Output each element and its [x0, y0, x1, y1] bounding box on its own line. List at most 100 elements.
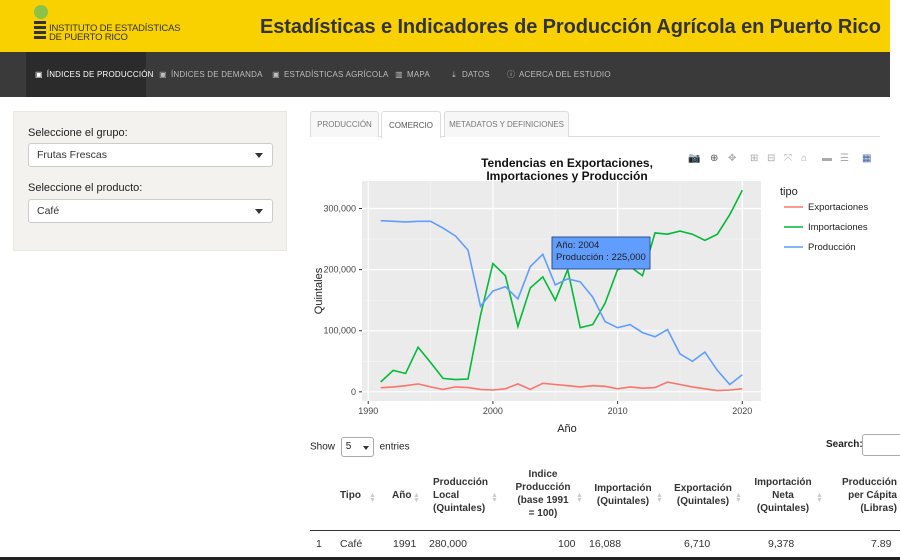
sort-icon: ▲ ▼: [413, 492, 420, 504]
tab-metadatos[interactable]: METADATOS Y DEFINICIONES: [444, 111, 569, 137]
hover-tooltip: Año: 2004 Producción : 225,000: [551, 236, 651, 270]
search-label: Search:: [826, 439, 863, 450]
product-label: Seleccione el producto:: [28, 182, 143, 194]
cell-importacion: 16,088: [589, 538, 622, 550]
nav-item-label: DATOS: [462, 70, 490, 79]
cell-produccion-local: 280,000: [429, 538, 467, 550]
institute-logo[interactable]: INSTITUTO DE ESTADÍSTICAS DE PUERTO RICO: [31, 5, 181, 47]
group-label: Seleccione el grupo:: [28, 127, 128, 139]
column-header-exportacion[interactable]: Exportación (Quintales): [674, 483, 732, 507]
column-header-indice-produccion[interactable]: Indice Producción (base 1991 = 100): [515, 469, 571, 519]
product-select[interactable]: Café: [28, 199, 273, 223]
spike-icon[interactable]: ▬: [822, 153, 832, 164]
nav-item-estadisticas-agricola[interactable]: ▣ ESTADÍSTICAS AGRÍCOLA: [272, 52, 389, 97]
y-tick-label: 300,000: [323, 204, 356, 214]
chart-title-line1: Tendencias en Exportaciones,: [481, 156, 653, 170]
entries-label: entries: [379, 441, 410, 453]
caret-down-icon: [255, 209, 263, 214]
legend-label: Producción: [808, 242, 856, 253]
trend-chart: 1990 2000 2010 2020 0 100,000 200,000 300,000 T…: [313, 156, 868, 435]
group-select[interactable]: Frutas Frescas: [28, 143, 273, 167]
navbar: ▣ ÍNDICES DE PRODUCCIÓN ▣ ÍNDICES DE DEMAN…: [0, 52, 890, 97]
sort-icon: ▲ ▼: [576, 492, 583, 504]
plotly-logo-icon[interactable]: ▦: [862, 153, 872, 164]
tab-bar: PRODUCCIÓN COMERCIO METADATOS Y DEFINICI…: [310, 111, 880, 138]
series-line-importaciones: [380, 189, 744, 383]
chart-icon: ▣: [35, 69, 43, 79]
column-header-tipo[interactable]: Tipo: [340, 490, 361, 501]
tab-produccion[interactable]: PRODUCCIÓN: [310, 111, 379, 137]
pan-icon[interactable]: ✥: [728, 153, 737, 164]
plot-background: [362, 181, 761, 401]
column-header-importacion-neta[interactable]: Importación Neta (Quintales): [754, 477, 812, 514]
series-line-producción: [380, 219, 743, 386]
logo-text-line2: DE PUERTO RICO: [49, 32, 128, 43]
cell-importacion-neta: 9,378: [768, 538, 795, 550]
y-tick-label: 100,000: [323, 326, 356, 336]
column-header-importacion[interactable]: Importación (Quintales): [594, 483, 652, 507]
zoom-in-icon[interactable]: ⊞: [750, 153, 759, 164]
sort-icon: ▲ ▼: [491, 492, 498, 504]
map-icon: ▥: [395, 69, 403, 79]
sort-icon: ▲ ▼: [816, 492, 823, 504]
series-line-exportaciones: [380, 381, 743, 392]
nav-item-acerca[interactable]: ⓘ ACERCA DEL ESTUDIO: [507, 52, 611, 97]
logo-text-line1: INSTITUTO DE ESTADÍSTICAS: [49, 23, 181, 34]
zoom-out-icon[interactable]: ⊟: [767, 153, 776, 164]
zoom-icon[interactable]: ⊕: [710, 153, 719, 164]
y-axis-label: Quintales: [313, 267, 325, 314]
tab-comercio[interactable]: COMERCIO: [381, 111, 441, 138]
sort-icon: ▲ ▼: [656, 492, 663, 504]
tooltip-box: [551, 236, 651, 270]
nav-item-label: ÍNDICES DE DEMANDA: [171, 70, 263, 79]
tooltip-line1: Año: 2004: [556, 240, 599, 251]
x-tick-label: 2010: [608, 406, 628, 416]
sidebar-panel: Seleccione el grupo: Frutas Frescas Sele…: [13, 111, 287, 251]
nav-item-label: ACERCA DEL ESTUDIO: [519, 70, 611, 79]
header-banner: INSTITUTO DE ESTADÍSTICAS DE PUERTO RICO…: [0, 0, 890, 52]
y-tick-label: 200,000: [323, 265, 356, 275]
cell-exportacion: 6,710: [684, 538, 711, 550]
column-header-produccion-percapita[interactable]: Producción per Cápita (Libras): [841, 477, 897, 514]
nav-item-indices-produccion[interactable]: ▣ ÍNDICES DE PRODUCCIÓN: [26, 52, 153, 97]
logo-bars-icon: [34, 21, 46, 45]
cell-tipo: Café: [340, 538, 363, 550]
chart-title-line2: Importaciones y Producción: [486, 169, 647, 183]
nav-item-label: ÍNDICES DE PRODUCCIÓN: [46, 70, 154, 79]
legend-title: tipo: [780, 186, 798, 198]
tooltip-line2: Producción : 225,000: [556, 252, 646, 263]
nav-item-label: ESTADÍSTICAS AGRÍCOLA: [284, 70, 389, 79]
home-icon[interactable]: ⌂: [801, 153, 808, 164]
cell-produccion-percapita: 7.89: [871, 538, 892, 550]
caret-down-icon: [362, 446, 369, 450]
legend-label: Importaciones: [808, 222, 868, 233]
legend-label: Exportaciones: [808, 202, 868, 213]
page-title: Estadísticas e Indicadores de Producción…: [260, 16, 881, 38]
cell-indice: 100: [558, 538, 576, 550]
x-tick-label: 2020: [732, 406, 752, 416]
search-input[interactable]: [862, 434, 900, 456]
series-lines: [380, 189, 744, 392]
entries-select[interactable]: 5: [340, 437, 374, 457]
column-header-ano[interactable]: Año: [392, 490, 412, 501]
show-label: Show: [310, 441, 336, 453]
table-header-divider: [310, 530, 900, 531]
camera-icon[interactable]: 📷: [688, 153, 701, 164]
group-select-value: Frutas Frescas: [37, 149, 108, 161]
nav-item-datos[interactable]: ⤓ DATOS: [450, 52, 490, 97]
product-select-value: Café: [37, 205, 60, 217]
column-header-produccion-local[interactable]: Producción Local (Quintales): [433, 477, 489, 514]
autoscale-icon[interactable]: ⤧: [784, 153, 792, 164]
x-tick-label: 1990: [358, 406, 378, 416]
axis-ticks: 1990 2000 2010 2020 0 100,000 200,000 300,000: [323, 204, 752, 417]
legend[interactable]: Exportaciones Importaciones Producción: [784, 202, 868, 253]
y-tick-label: 0: [351, 387, 356, 397]
nav-item-indices-demanda[interactable]: ▣ ÍNDICES DE DEMANDA: [159, 52, 263, 97]
compare-icon[interactable]: ☰: [840, 153, 849, 164]
sort-icon: ▲ ▼: [369, 492, 376, 504]
sort-icon: ▲ ▼: [735, 492, 742, 504]
cell-index: 1: [316, 538, 322, 550]
x-tick-label: 2000: [483, 406, 503, 416]
nav-item-mapa[interactable]: ▥ MAPA: [395, 52, 430, 97]
